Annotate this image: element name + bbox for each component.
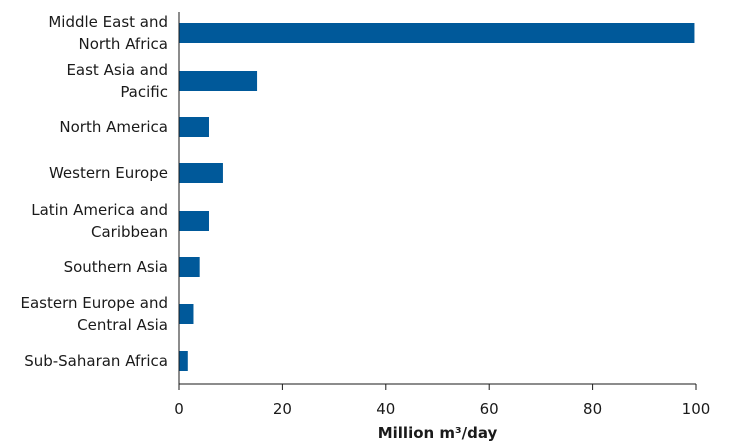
category-label-2: North America: [59, 118, 168, 136]
category-label-5-line-0: Southern Asia: [64, 258, 168, 276]
category-label-7-line-0: Sub-Saharan Africa: [24, 352, 168, 370]
bar-0: [179, 23, 695, 43]
bar-2: [179, 117, 209, 137]
bar-4: [179, 211, 209, 231]
category-label-6: Eastern Europe and Central Asia: [20, 294, 168, 334]
x-tick-label-4: 80: [583, 400, 602, 418]
category-label-1: East Asia and Pacific: [66, 61, 168, 101]
category-label-0-line-1: North Africa: [78, 35, 168, 53]
x-tick-label-5: 100: [682, 400, 711, 418]
x-tick-label-0: 0: [174, 400, 184, 418]
bars-group: [179, 23, 695, 371]
category-label-0: Middle East and North Africa: [48, 13, 168, 53]
x-tick-label-1: 20: [273, 400, 292, 418]
bar-5: [179, 257, 200, 277]
category-label-4: Latin America and Caribbean: [31, 201, 168, 241]
category-label-6-line-1: Central Asia: [77, 316, 168, 334]
category-label-0-line-0: Middle East and: [48, 13, 168, 31]
category-label-1-line-0: East Asia and: [66, 61, 168, 79]
category-label-3: Western Europe: [49, 164, 168, 182]
category-label-3-line-0: Western Europe: [49, 164, 168, 182]
category-label-2-line-0: North America: [59, 118, 168, 136]
x-tick-label-2: 40: [376, 400, 395, 418]
x-axis-title: Million m³/day: [378, 424, 498, 442]
x-ticks-group: 0 20 40 60 80 100: [174, 384, 710, 418]
bar-6: [179, 304, 194, 324]
category-label-4-line-0: Latin America and: [31, 201, 168, 219]
category-label-7: Sub-Saharan Africa: [24, 352, 168, 370]
category-label-6-line-0: Eastern Europe and: [20, 294, 168, 312]
x-tick-label-3: 60: [480, 400, 499, 418]
category-labels-group: Middle East and North Africa East Asia and…: [20, 13, 168, 370]
category-label-5: Southern Asia: [64, 258, 168, 276]
bar-3: [179, 163, 223, 183]
category-label-4-line-1: Caribbean: [91, 223, 168, 241]
category-label-1-line-1: Pacific: [120, 83, 168, 101]
bar-7: [179, 351, 188, 371]
bar-1: [179, 71, 258, 91]
